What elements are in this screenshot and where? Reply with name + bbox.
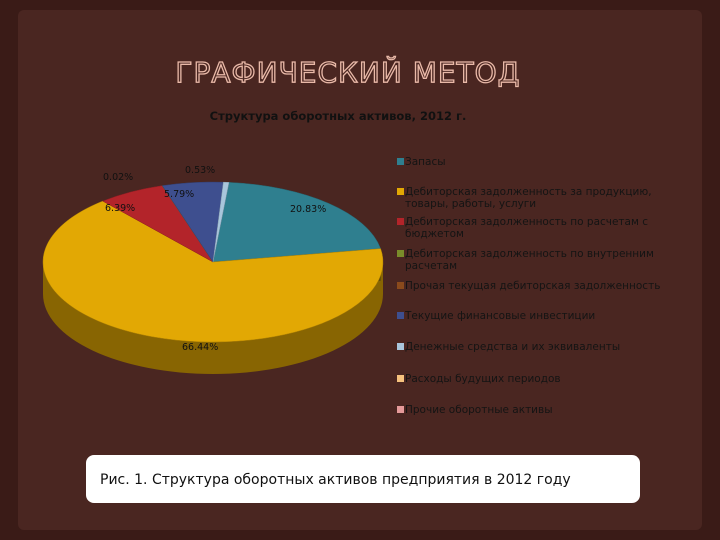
legend-item: Текущие финансовые инвестиции: [397, 310, 670, 322]
legend-item: Запасы: [397, 156, 670, 168]
legend-label: Запасы: [405, 156, 446, 168]
legend-item: Прочие оборотные активы: [397, 404, 670, 416]
legend-item: Расходы будущих периодов: [397, 373, 670, 385]
legend-swatch: [397, 282, 404, 289]
legend-swatch: [397, 188, 404, 195]
legend-swatch: [397, 406, 404, 413]
slice: [212, 181, 230, 263]
caption: Рис. 1. Структура оборотных активов пред…: [100, 472, 571, 488]
legend-item: Прочая текущая дебиторская задолженность: [397, 280, 670, 292]
legend-swatch: [397, 375, 404, 382]
data-label: 6.39%: [105, 203, 135, 214]
legend-label: Текущие финансовые инвестиции: [405, 310, 596, 322]
legend-label: Дебиторская задолженность по расчетам с …: [405, 216, 649, 240]
data-label: 20.83%: [290, 204, 326, 215]
data-label: 66.44%: [182, 342, 218, 353]
legend-item: Дебиторская задолженность по расчетам с …: [397, 216, 670, 240]
legend-label: Прочая текущая дебиторская задолженность: [405, 280, 661, 292]
slice-side: [43, 262, 383, 374]
slice: [212, 182, 381, 263]
data-label: 0.53%: [185, 165, 215, 176]
legend-item: Дебиторская задолженность по внутренним …: [397, 248, 670, 272]
caption-box: [86, 455, 640, 503]
legend-swatch: [397, 250, 404, 257]
chart-title: Структура оборотных активов, 2012 г.: [210, 109, 467, 123]
legend-label: Расходы будущих периодов: [405, 373, 561, 385]
legend-item: Дебиторская задолженность за продукцию, …: [397, 186, 670, 210]
legend-item: Денежные средства и их эквиваленты: [397, 341, 670, 353]
legend-swatch: [397, 158, 404, 165]
slide-title: ГРАФИЧЕСКИЙ МЕТОД: [175, 55, 520, 89]
legend-label: Прочие оборотные активы: [405, 404, 553, 416]
data-label: 5.79%: [164, 189, 194, 200]
legend-label: Денежные средства и их эквиваленты: [405, 341, 621, 353]
legend-swatch: [397, 312, 404, 319]
legend-swatch: [397, 343, 404, 350]
legend-swatch: [397, 218, 404, 225]
legend-label: Дебиторская задолженность за продукцию, …: [405, 186, 652, 210]
slice: [42, 200, 384, 343]
legend-label: Дебиторская задолженность по внутренним …: [405, 248, 654, 272]
data-label: 0.02%: [103, 172, 133, 183]
